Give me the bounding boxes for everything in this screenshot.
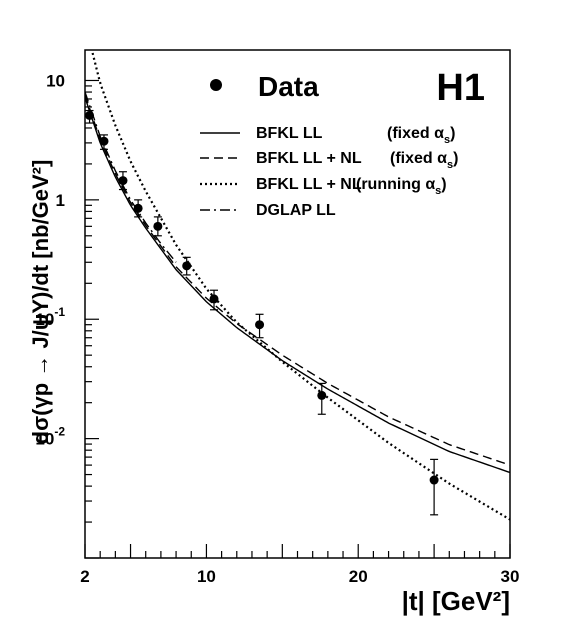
x-tick-label: 2 xyxy=(80,567,89,586)
curve-dotted xyxy=(91,52,510,521)
legend-line-entries: BFKL LL (fixed αs) BFKL LL + NL (fixed αs) B… xyxy=(200,125,458,219)
legend-label: BFKL LL + NL xyxy=(256,176,362,193)
legend-label-data: Data xyxy=(258,71,319,102)
data-point xyxy=(85,110,95,120)
data-points-layer xyxy=(85,109,439,516)
y-tick-label: 1 xyxy=(56,191,65,210)
curve-dashed xyxy=(85,94,510,466)
y-tick-label: 10-2 xyxy=(35,425,65,449)
x-axis-title: |t| [GeV²] xyxy=(402,586,510,616)
data-point xyxy=(209,294,219,304)
data-point xyxy=(133,203,143,213)
y-tick-label: 10 xyxy=(46,71,65,90)
x-tick-label: 10 xyxy=(197,567,216,586)
legend: Data BFKL LL (fixed αs) BFKL LL + NL (fixed… xyxy=(200,71,458,219)
chart-title: H1 xyxy=(436,67,485,109)
curve-solid xyxy=(85,97,510,474)
legend-label-suffix: (fixed αs) xyxy=(387,125,455,146)
data-point xyxy=(182,261,192,271)
legend-label-suffix: (running αs) xyxy=(356,176,447,197)
data-point xyxy=(255,320,265,330)
data-point xyxy=(118,176,128,186)
legend-marker-data xyxy=(210,79,222,91)
x-tick-label: 20 xyxy=(349,567,368,586)
legend-label-suffix: (fixed αs) xyxy=(390,150,458,171)
y-axis-title: dσ(γp → J/ψY)/dt [nb/GeV²] xyxy=(28,160,53,445)
data-point xyxy=(153,221,163,231)
x-tick-labels: 2 10 20 30 xyxy=(80,567,519,586)
data-point xyxy=(99,136,109,146)
data-point xyxy=(317,390,327,400)
data-point xyxy=(429,475,439,485)
y-tick-label: 10-1 xyxy=(35,305,65,329)
y-tick-labels: 10 1 10-1 10-2 xyxy=(35,71,65,448)
curve-dashdot xyxy=(85,91,177,263)
legend-label: BFKL LL + NL xyxy=(256,150,362,167)
legend-label: BFKL LL xyxy=(256,125,323,142)
x-tick-label: 30 xyxy=(501,567,520,586)
curve-layer xyxy=(85,52,510,521)
axis-ticks xyxy=(84,79,511,559)
legend-label: DGLAP LL xyxy=(256,202,336,219)
